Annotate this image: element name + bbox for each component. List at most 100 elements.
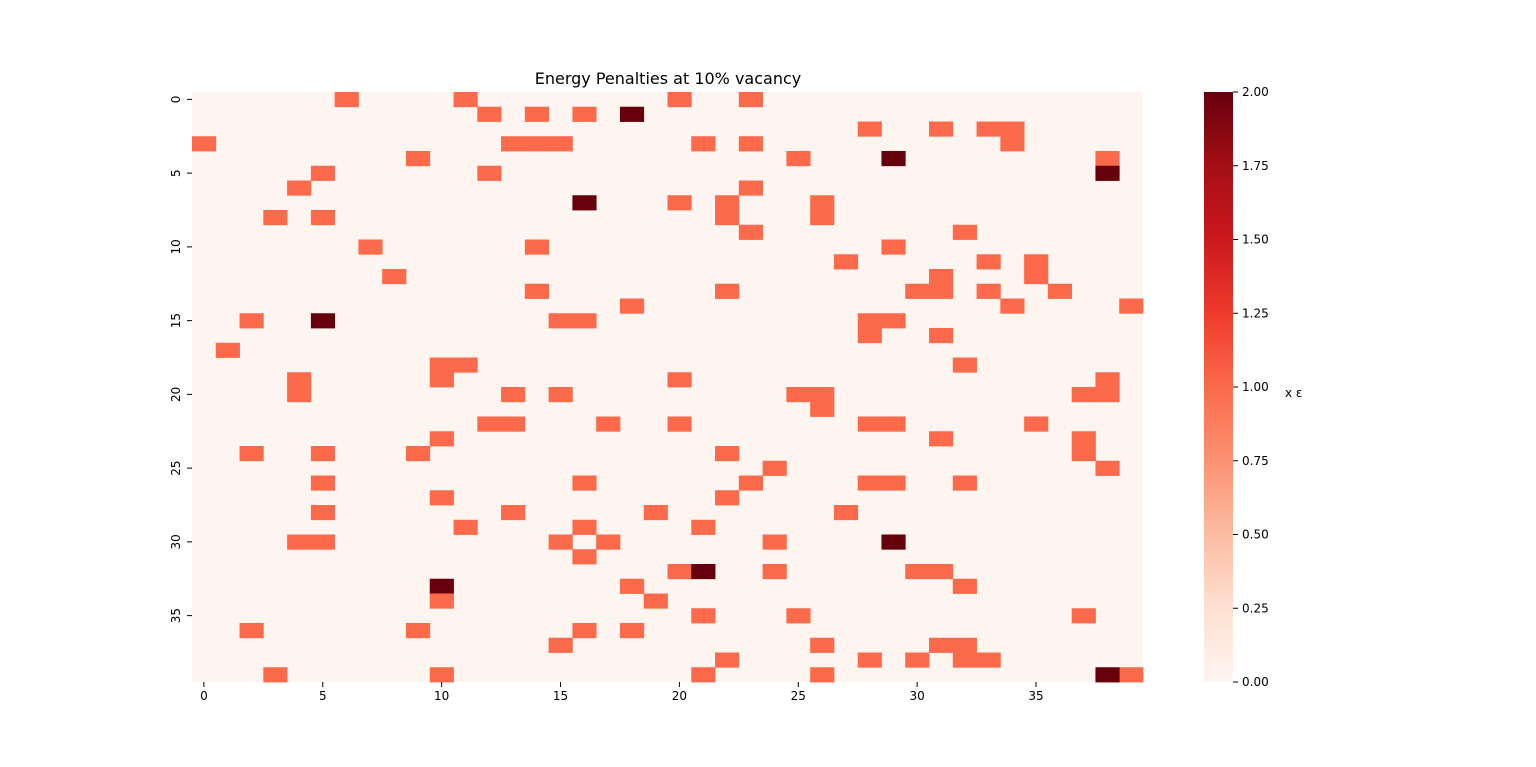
- heatmap-cell: [1000, 136, 1025, 152]
- heatmap-plot-area: [192, 92, 1144, 683]
- heatmap-cell: [691, 608, 716, 624]
- heatmap-cell: [667, 372, 692, 388]
- x-tick-label: 20: [672, 689, 687, 703]
- heatmap-cell: [596, 416, 621, 432]
- colorbar-tick-label: 1.00: [1242, 380, 1269, 394]
- heatmap-cell: [1024, 269, 1049, 285]
- x-tick-label: 25: [791, 689, 806, 703]
- heatmap-cell: [691, 564, 716, 580]
- heatmap-cell: [429, 372, 454, 388]
- heatmap-cell: [548, 387, 573, 403]
- heatmap-cell: [976, 121, 1001, 137]
- heatmap-cell: [905, 283, 930, 299]
- heatmap-cell: [310, 505, 336, 521]
- heatmap-cell: [501, 136, 526, 152]
- heatmap-cell: [929, 328, 954, 344]
- heatmap-cell: [572, 519, 597, 535]
- heatmap-cell: [429, 490, 454, 506]
- heatmap-cell: [239, 313, 264, 329]
- heatmap-cell: [548, 534, 573, 550]
- heatmap-cell: [1024, 416, 1049, 432]
- colorbar-ticks: 0.00 0.25 0.50 0.75 1.00 1.25 1.50 1.75 2.00: [1233, 85, 1269, 689]
- colorbar-tick-label: 2.00: [1242, 85, 1269, 99]
- heatmap-cell: [881, 239, 906, 255]
- heatmap-cell: [524, 106, 550, 122]
- y-tick-label: 25: [169, 460, 183, 475]
- heatmap-cell: [1095, 460, 1120, 476]
- heatmap-cell: [334, 92, 359, 108]
- heatmap-cell: [310, 446, 336, 462]
- heatmap-cell: [429, 578, 454, 594]
- heatmap-cell: [786, 151, 811, 167]
- heatmap-cell: [976, 652, 1001, 668]
- heatmap-cell: [691, 136, 716, 152]
- heatmap-cell: [524, 283, 550, 299]
- heatmap-cell: [192, 136, 217, 152]
- colorbar-tick-label: 0.00: [1242, 675, 1269, 689]
- y-tick-label: 10: [169, 239, 183, 254]
- heatmap-cell: [929, 637, 954, 653]
- heatmap-cell: [524, 136, 550, 152]
- heatmap-cell: [453, 357, 478, 373]
- heatmap-cell: [1095, 165, 1120, 181]
- heatmap-cell: [453, 519, 478, 535]
- heatmap-cell: [358, 239, 383, 255]
- heatmap-cell: [1071, 446, 1096, 462]
- heatmap-cell: [310, 313, 336, 329]
- heatmap-cell: [810, 401, 835, 417]
- heatmap-cell: [501, 505, 526, 521]
- heatmap-cell: [857, 121, 882, 137]
- heatmap-cell: [643, 593, 668, 609]
- heatmap-cell: [810, 387, 835, 403]
- heatmap-cell: [881, 534, 906, 550]
- heatmap-cell: [952, 224, 977, 240]
- heatmap-cell: [548, 136, 573, 152]
- heatmap-cell: [691, 667, 716, 683]
- heatmap-cell: [738, 475, 763, 491]
- heatmap-cell: [881, 475, 906, 491]
- y-tick-label: 5: [169, 169, 183, 177]
- x-tick-label: 30: [909, 689, 924, 703]
- y-tick-label: 0: [169, 96, 183, 104]
- heatmap-cell: [405, 446, 431, 462]
- heatmap-cell: [287, 372, 312, 388]
- colorbar-gradient: [1204, 92, 1233, 682]
- heatmap-cell: [477, 416, 502, 432]
- heatmap-cell: [1071, 608, 1096, 624]
- heatmap-cell: [501, 416, 526, 432]
- heatmap-cell: [548, 637, 573, 653]
- heatmap-cell: [952, 578, 977, 594]
- heatmap-cell: [857, 328, 882, 344]
- colorbar-tick-label: 1.50: [1242, 233, 1269, 247]
- heatmap-cell: [572, 623, 597, 639]
- heatmap-cell: [429, 357, 454, 373]
- heatmap-cell: [952, 637, 977, 653]
- heatmap-cell: [929, 269, 954, 285]
- heatmap-cell: [667, 564, 692, 580]
- heatmap-cell: [239, 446, 264, 462]
- heatmap-cell: [619, 578, 645, 594]
- x-tick-label: 0: [200, 689, 208, 703]
- heatmap-cell: [239, 623, 264, 639]
- heatmap-cell: [572, 313, 597, 329]
- colorbar-tick-label: 0.25: [1242, 601, 1269, 615]
- heatmap-cell: [215, 342, 240, 358]
- heatmap-cell: [833, 505, 859, 521]
- heatmap-cell: [786, 387, 811, 403]
- heatmap-cell: [1024, 254, 1049, 270]
- colorbar-tick-label: 0.75: [1242, 454, 1269, 468]
- heatmap-cell: [263, 667, 288, 683]
- heatmap-cell: [524, 239, 550, 255]
- colorbar-tick-label: 1.75: [1242, 159, 1269, 173]
- heatmap-cell: [1047, 283, 1073, 299]
- heatmap-cell: [667, 195, 692, 211]
- heatmap-cell: [738, 180, 763, 196]
- heatmap-cell: [619, 106, 645, 122]
- heatmap-cell: [952, 357, 977, 373]
- heatmap-cell: [715, 283, 740, 299]
- chart-title: Energy Penalties at 10% vacancy: [535, 69, 802, 88]
- heatmap-cell: [429, 667, 454, 683]
- heatmap-cell: [310, 165, 336, 181]
- heatmap-cell: [881, 313, 906, 329]
